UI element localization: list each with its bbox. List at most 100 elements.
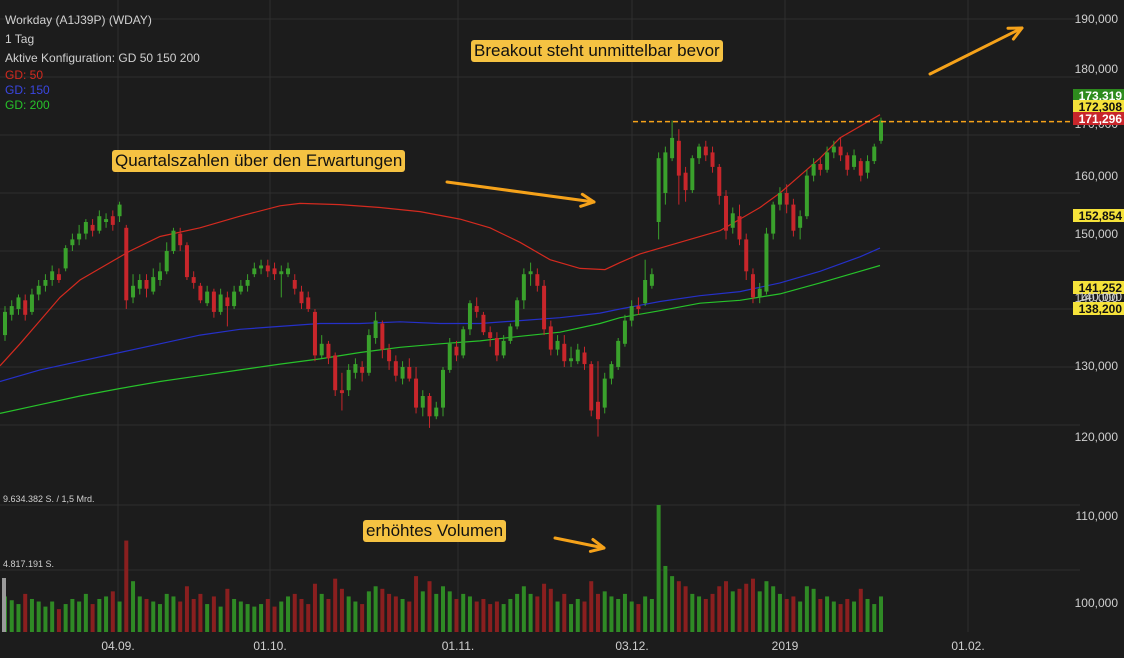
volume-bar [710,593,715,632]
candle-body [569,358,574,362]
price-tag [1073,100,1124,113]
candle-body [494,338,499,356]
candle-body [602,378,607,408]
earnings-arrow-icon [445,180,596,208]
candle-body [9,306,14,315]
volume-bar [616,598,621,632]
candle-body [595,401,600,420]
candle-body [238,285,243,292]
breakout-arrow-icon-shaft [928,26,1024,76]
price-tag-label: 140,000 [1079,290,1123,304]
volume-bar [63,604,68,632]
candle-body [393,361,398,376]
candle-body [380,323,385,350]
candle-body [184,245,189,278]
volume-bar [811,588,816,632]
candle-body [427,396,432,417]
volume-bar [259,604,264,632]
candle-body [292,280,297,289]
breakout-arrow-icon [928,26,1024,76]
candle-body [70,239,75,246]
volume-bar [245,604,250,632]
candle-body [488,332,493,338]
volume-bar [232,598,237,632]
candle-body [791,204,796,231]
candle-body [434,407,439,417]
volume-arrow-icon [553,536,606,553]
volume-bar [353,601,358,632]
candle-body [137,280,142,289]
y-tick-label: 150,000 [1075,227,1119,241]
volume-bar [542,583,547,632]
volume-bar [481,598,486,632]
candle-body [730,213,735,228]
y-tick-label: 180,000 [1075,62,1119,76]
candle-body [279,271,284,275]
volume-bar [690,593,695,632]
candle-body [616,340,621,367]
chart-interval: 1 Tag [5,32,35,46]
volume-bar [676,581,681,632]
candle-body [50,271,55,280]
volume-bar [609,596,614,632]
candle-body [879,120,883,141]
volume-bar [2,578,6,632]
candle-body [198,285,203,301]
volume-bar [528,593,533,632]
volume-bar [110,591,115,632]
candle-body [461,329,466,356]
candle-body [804,175,809,217]
volume-bar [636,604,641,632]
volume-bar [373,586,378,632]
candle-body [63,248,68,269]
volume-bar [306,604,311,632]
candle-body [286,268,291,275]
volume-bar [225,588,230,632]
volume-bar [447,591,452,632]
volume-bar [535,596,540,632]
volume-bar [703,598,708,632]
candle-body [825,152,830,170]
candle-body [649,274,654,286]
candle-body [353,364,358,373]
volume-bar [750,578,755,632]
candle-body [710,152,715,167]
candle-body [750,274,755,298]
volume-bar [97,598,102,632]
volume-bar [70,598,75,632]
price-tag-label: 141,252 [1079,281,1123,295]
candle-body [191,277,196,283]
volume-bar [461,593,466,632]
volume-bar [387,593,392,632]
candle-body [441,369,445,408]
candle-body [225,297,230,307]
volume-bar [366,591,371,632]
volume-bar [380,588,385,632]
candle-body [77,233,82,240]
candle-body [852,155,857,167]
chart-title: Workday (A1J39P) (WDAY) [5,13,152,27]
y-tick-label: 130,000 [1075,359,1119,373]
candle-body [474,306,479,312]
volume-bar [56,609,61,632]
volume-bar [771,586,776,632]
candle-body [542,285,547,330]
volume-bar [548,588,553,632]
x-tick-label: 01.11. [442,639,474,653]
volume-bar [252,606,257,632]
annotation-earnings: Quartalszahlen über den Erwartungen [112,150,406,172]
candle-body [515,300,520,327]
volume-bar [16,604,21,632]
candle-body [683,172,688,191]
candle-body [131,285,136,298]
volume-bar [299,598,304,632]
x-tick-label: 01.10. [253,639,286,653]
volume-bar [184,586,189,632]
volume-bar [845,598,850,632]
x-tick-label: 03.12. [615,639,648,653]
candle-body [447,343,452,370]
candle-body [90,224,95,231]
candle-body [400,367,405,379]
volume-bar [474,601,479,632]
